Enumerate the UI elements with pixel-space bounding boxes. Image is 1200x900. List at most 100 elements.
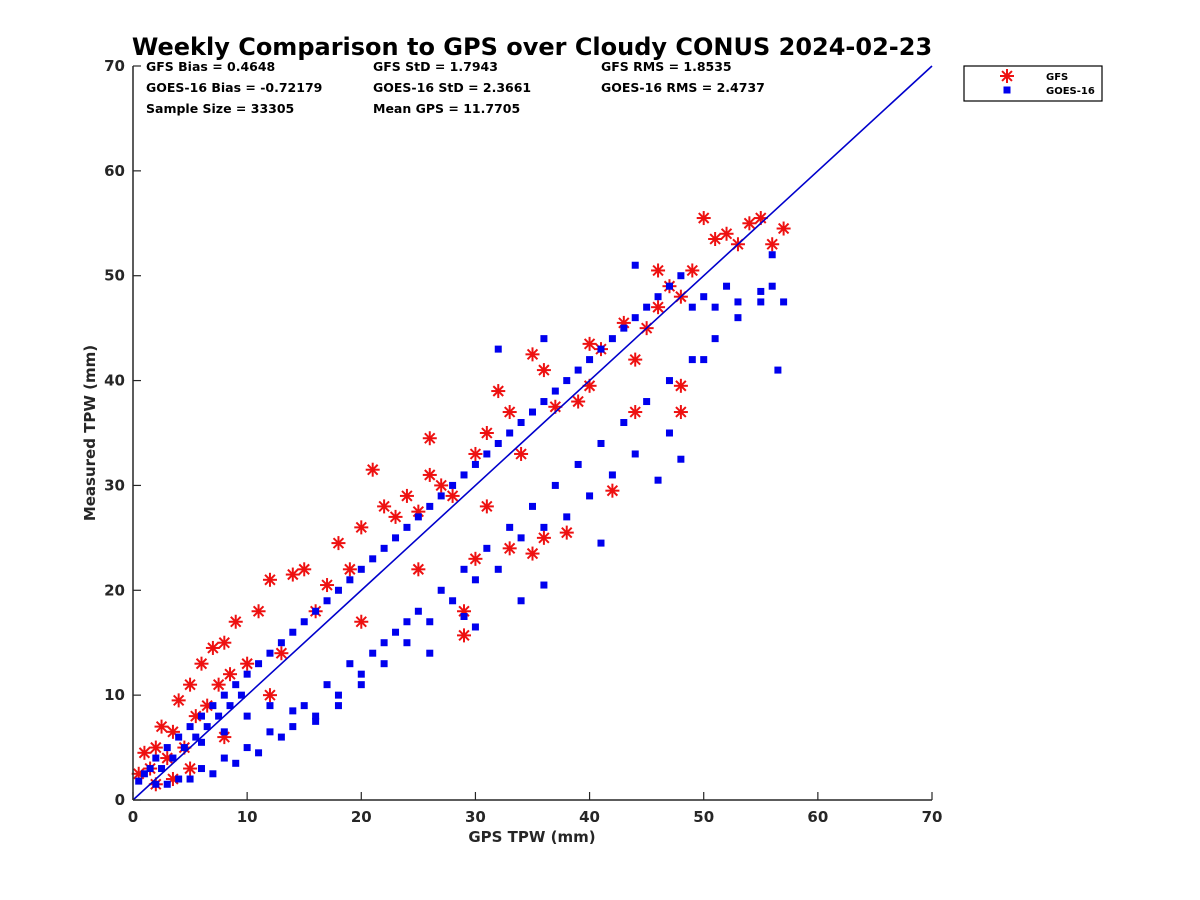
stat-mean-gps: Mean GPS = 11.7705 xyxy=(373,101,520,116)
x-tick-label: 50 xyxy=(693,808,714,826)
x-tick-label: 30 xyxy=(465,808,486,826)
gfs-point xyxy=(274,646,289,661)
goes16-point xyxy=(654,476,662,484)
gfs-point xyxy=(148,740,163,755)
goes16-point xyxy=(460,565,468,573)
gfs-point xyxy=(297,562,312,577)
gfs-point xyxy=(365,462,380,477)
gfs-point xyxy=(183,761,198,776)
gfs-point xyxy=(765,237,780,252)
goes16-point xyxy=(169,754,177,762)
one-to-one-line xyxy=(132,65,933,801)
goes16-point xyxy=(774,366,782,374)
gfs-point xyxy=(457,628,472,643)
goes16-point xyxy=(346,660,354,668)
goes16-point xyxy=(700,356,708,364)
gfs-point xyxy=(240,656,255,671)
y-tick-label: 60 xyxy=(104,162,125,180)
gfs-point xyxy=(685,263,700,278)
goes16-point xyxy=(152,780,160,788)
goes16-point xyxy=(631,314,639,322)
legend-marker-gfs xyxy=(1000,69,1014,83)
goes16-point xyxy=(152,754,160,762)
goes16-point xyxy=(215,712,223,720)
goes16-point xyxy=(437,492,445,500)
goes16-point xyxy=(357,565,365,573)
goes16-point xyxy=(665,377,673,385)
gfs-point xyxy=(399,488,414,503)
goes16-point xyxy=(346,576,354,584)
goes16-point xyxy=(631,261,639,269)
gfs-point xyxy=(262,688,277,703)
gfs-point xyxy=(377,499,392,514)
goes16-point xyxy=(312,712,320,720)
axis-ticks: 0 10 20 30 40 50 60 70 0 10 20 30 40 50 60 70 xyxy=(104,57,942,826)
goes16-point xyxy=(471,623,479,631)
goes16-point xyxy=(506,523,514,531)
goes16-point xyxy=(180,744,188,752)
gfs-point xyxy=(628,405,643,420)
gfs-point xyxy=(251,604,266,619)
gfs-point xyxy=(228,614,243,629)
goes16-point xyxy=(209,770,217,778)
goes16-point xyxy=(483,544,491,552)
goes16-point xyxy=(323,597,331,605)
goes16-point xyxy=(334,702,342,710)
goes16-point xyxy=(289,628,297,636)
goes16-point xyxy=(688,356,696,364)
goes16-point xyxy=(392,628,400,636)
goes16-point xyxy=(471,460,479,468)
gfs-point xyxy=(342,562,357,577)
goes16-point xyxy=(369,649,377,657)
gfs-point xyxy=(183,677,198,692)
goes16-point xyxy=(135,777,143,785)
gfs-point xyxy=(536,363,551,378)
gfs-point xyxy=(354,614,369,629)
goes16-point xyxy=(517,597,525,605)
goes16-point xyxy=(369,555,377,563)
goes16-point xyxy=(597,439,605,447)
legend-label-gfs: GFS xyxy=(1046,72,1068,83)
goes16-point xyxy=(608,471,616,479)
goes16-point xyxy=(380,660,388,668)
goes16-point xyxy=(540,398,548,406)
x-tick-label: 60 xyxy=(807,808,828,826)
gfs-point xyxy=(434,478,449,493)
gfs-point xyxy=(165,724,180,739)
goes16-point xyxy=(597,345,605,353)
gfs-point xyxy=(491,384,506,399)
goes16-point xyxy=(289,723,297,731)
goes16-point xyxy=(757,298,765,306)
gfs-point xyxy=(605,483,620,498)
goes16-point xyxy=(414,513,422,521)
y-tick-label: 70 xyxy=(104,57,125,75)
goes16-point xyxy=(403,523,411,531)
stat-gfs-rms: GFS RMS = 1.8535 xyxy=(601,59,732,74)
gfs-point xyxy=(502,541,517,556)
goes16-point xyxy=(334,691,342,699)
goes16-point xyxy=(243,712,251,720)
stat-goes-std: GOES-16 StD = 2.3661 xyxy=(373,80,531,95)
goes16-point xyxy=(620,419,628,427)
goes16-point xyxy=(243,670,251,678)
goes16-point xyxy=(197,712,205,720)
goes16-point xyxy=(255,749,263,757)
legend-marker-goes16 xyxy=(1003,86,1011,94)
goes16-point xyxy=(540,335,548,343)
goes16-point xyxy=(494,439,502,447)
gfs-point xyxy=(194,656,209,671)
gfs-point xyxy=(696,211,711,226)
goes16-point xyxy=(232,759,240,767)
axes xyxy=(132,66,932,801)
goes16-point xyxy=(175,775,183,783)
gfs-point xyxy=(559,525,574,540)
one-to-one-line-path xyxy=(132,65,933,801)
goes16-point xyxy=(631,450,639,458)
goes16-point xyxy=(711,303,719,311)
goes16-point xyxy=(711,335,719,343)
goes16-point xyxy=(392,534,400,542)
goes16-point xyxy=(426,502,434,510)
goes16-point xyxy=(449,481,457,489)
goes16-point xyxy=(654,293,662,301)
goes16-point xyxy=(551,387,559,395)
